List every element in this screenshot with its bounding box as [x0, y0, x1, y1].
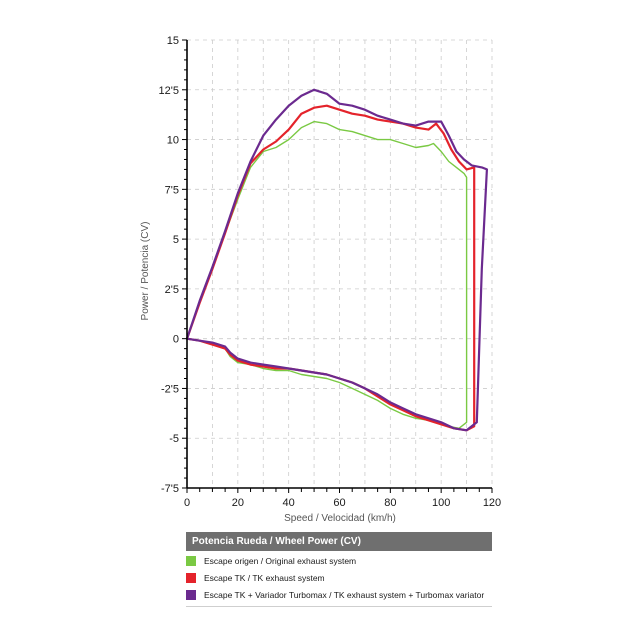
x-tick-label: 80 [384, 497, 396, 509]
x-tick-label: 40 [283, 497, 295, 509]
y-tick-label: -2'5 [161, 383, 179, 395]
legend-swatch-turbomax [186, 590, 196, 600]
grid [187, 39, 493, 488]
series-turbomax-line [185, 88, 488, 432]
power-chart: -7'5 -5 -2'5 0 2'5 5 7'5 10 12'5 15 0 20 40 60 80 100 12… [140, 35, 502, 524]
y-tick-label: 0 [173, 334, 179, 346]
legend-header: Potencia Rueda / Wheel Power (CV) [186, 532, 492, 551]
axes: -7'5 -5 -2'5 0 2'5 5 7'5 10 12'5 15 0 20 40 60 80 100 12… [159, 35, 502, 509]
series-original-line [186, 120, 468, 429]
x-tick-label: 120 [483, 497, 501, 509]
x-axis-title: Speed / Velocidad (km/h) [284, 513, 396, 524]
y-axis-title: Power / Potencia (CV) [140, 222, 151, 321]
y-tick-label: 15 [167, 35, 179, 47]
legend-label-tk: Escape TK / TK exhaust system [204, 573, 325, 583]
legend-swatch-original [186, 556, 196, 566]
legend: Potencia Rueda / Wheel Power (CV) Escape… [186, 532, 492, 607]
series-group [185, 88, 488, 432]
y-tick-label: -5 [169, 433, 179, 445]
y-tick-label: 10 [167, 135, 179, 147]
series-tk-line [185, 104, 476, 432]
legend-divider [186, 606, 492, 607]
legend-swatch-tk [186, 573, 196, 583]
y-tick-label: -7'5 [161, 483, 179, 495]
legend-label-original: Escape origen / Original exhaust system [204, 556, 357, 566]
y-tick-label: 7'5 [165, 184, 179, 196]
legend-item-turbomax: Escape TK + Variador Turbomax / TK exhau… [186, 588, 492, 602]
legend-item-tk: Escape TK / TK exhaust system [186, 571, 492, 585]
y-tick-label: 12'5 [159, 85, 179, 97]
x-tick-label: 20 [232, 497, 244, 509]
x-tick-label: 100 [432, 497, 450, 509]
x-tick-label: 60 [333, 497, 345, 509]
y-tick-label: 2'5 [165, 284, 179, 296]
x-tick-label: 0 [184, 497, 190, 509]
legend-item-original: Escape origen / Original exhaust system [186, 554, 492, 568]
y-tick-label: 5 [173, 234, 179, 246]
legend-label-turbomax: Escape TK + Variador Turbomax / TK exhau… [204, 590, 485, 600]
